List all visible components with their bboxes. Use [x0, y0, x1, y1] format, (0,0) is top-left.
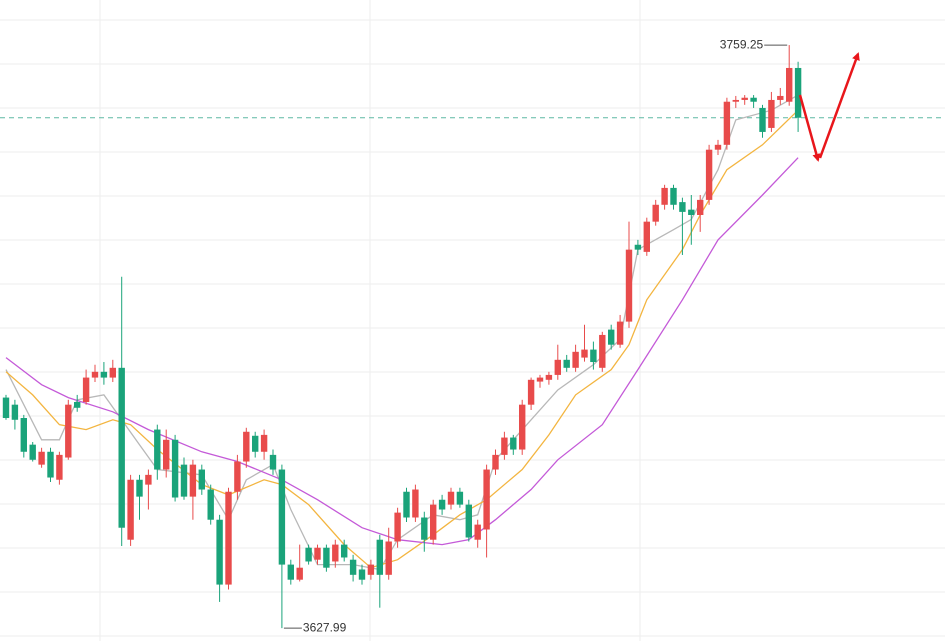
candle-body: [82, 377, 90, 403]
candle-body: [616, 321, 624, 345]
candle-body: [519, 404, 526, 450]
candle-body: [376, 539, 383, 575]
max-label: 3759.25: [720, 37, 764, 51]
candle-body: [47, 451, 54, 478]
candle-body: [278, 469, 286, 565]
candle-body: [438, 499, 446, 510]
candle-body: [269, 454, 277, 470]
candle-body: [581, 349, 588, 358]
candle-body: [510, 437, 517, 450]
candle-body: [786, 67, 793, 102]
candle-body: [447, 491, 455, 505]
candle-body: [679, 202, 686, 212]
candle-body: [296, 567, 303, 580]
candle-body: [234, 461, 241, 492]
candle-body: [421, 517, 428, 540]
candle-body: [723, 101, 731, 145]
candle-body: [74, 402, 81, 408]
candle-body: [349, 559, 357, 575]
candle-body: [572, 351, 579, 368]
candle-body: [287, 564, 294, 580]
candle-body: [127, 479, 134, 540]
candle-body: [252, 435, 259, 452]
candle-body: [563, 359, 570, 368]
candle-body: [599, 334, 606, 368]
candle-body: [545, 374, 553, 380]
candle-body: [634, 244, 642, 250]
candle-body: [714, 144, 722, 150]
candle-body: [180, 464, 188, 497]
candle-body: [56, 454, 63, 480]
candle-body: [412, 489, 419, 518]
candle-body: [118, 367, 125, 528]
candle-body: [207, 489, 214, 520]
candle-body: [100, 371, 108, 378]
candle-body: [741, 97, 748, 100]
candle-body: [527, 379, 535, 405]
candle-body: [456, 491, 464, 505]
candle-body: [430, 504, 437, 540]
annotation-arrow: [798, 94, 821, 162]
candle-body: [29, 444, 36, 460]
candle-body: [136, 479, 143, 497]
candle-body: [11, 404, 19, 420]
candle-body: [403, 491, 410, 518]
candle-body: [332, 544, 339, 562]
candle-body: [91, 371, 99, 378]
candle-body: [705, 149, 713, 200]
candle-body: [38, 451, 45, 465]
candle-body: [341, 544, 348, 558]
candle-body: [171, 439, 179, 498]
candle-body: [554, 359, 561, 375]
candle-body: [732, 99, 739, 102]
candle-body: [465, 504, 472, 538]
candle-body: [474, 524, 481, 540]
candle-body: [536, 377, 544, 382]
candle-body: [501, 437, 508, 455]
candle-body: [608, 329, 615, 345]
candle-body: [697, 199, 704, 215]
candle-body: [243, 431, 250, 462]
candle-body: [225, 491, 232, 585]
candle-body: [670, 187, 677, 205]
candle-body: [367, 564, 375, 575]
candle-body: [305, 547, 312, 562]
moving-average-line: [5, 157, 799, 546]
candle-body: [216, 519, 223, 585]
candle-body: [314, 547, 321, 560]
min-label: 3627.99: [303, 620, 347, 634]
candle-body: [260, 434, 268, 452]
candle-body: [492, 454, 499, 470]
candle-body: [483, 469, 490, 530]
candle-body: [65, 404, 72, 458]
candle-body: [323, 547, 330, 568]
candle-body: [661, 187, 668, 205]
candle-body: [2, 397, 10, 419]
candle-body: [625, 249, 633, 322]
annotation-arrow: [818, 52, 860, 159]
candle-body: [20, 418, 27, 452]
candle-body: [652, 204, 659, 222]
candle-body: [198, 469, 205, 490]
candle-body: [777, 95, 784, 100]
candle-body: [154, 429, 161, 470]
candle-body: [145, 474, 152, 485]
candle-body: [750, 97, 757, 102]
candle-body: [759, 107, 766, 132]
candle-body: [688, 209, 695, 215]
candle-body: [385, 541, 392, 575]
candle-body: [590, 349, 597, 363]
candle-body: [163, 439, 170, 470]
candle-body: [189, 464, 197, 497]
candle-body: [794, 67, 802, 118]
candle-body: [394, 512, 401, 542]
candle-body: [643, 221, 650, 252]
candle-body: [109, 367, 116, 378]
candle-body: [768, 99, 775, 128]
candle-body: [358, 569, 366, 580]
